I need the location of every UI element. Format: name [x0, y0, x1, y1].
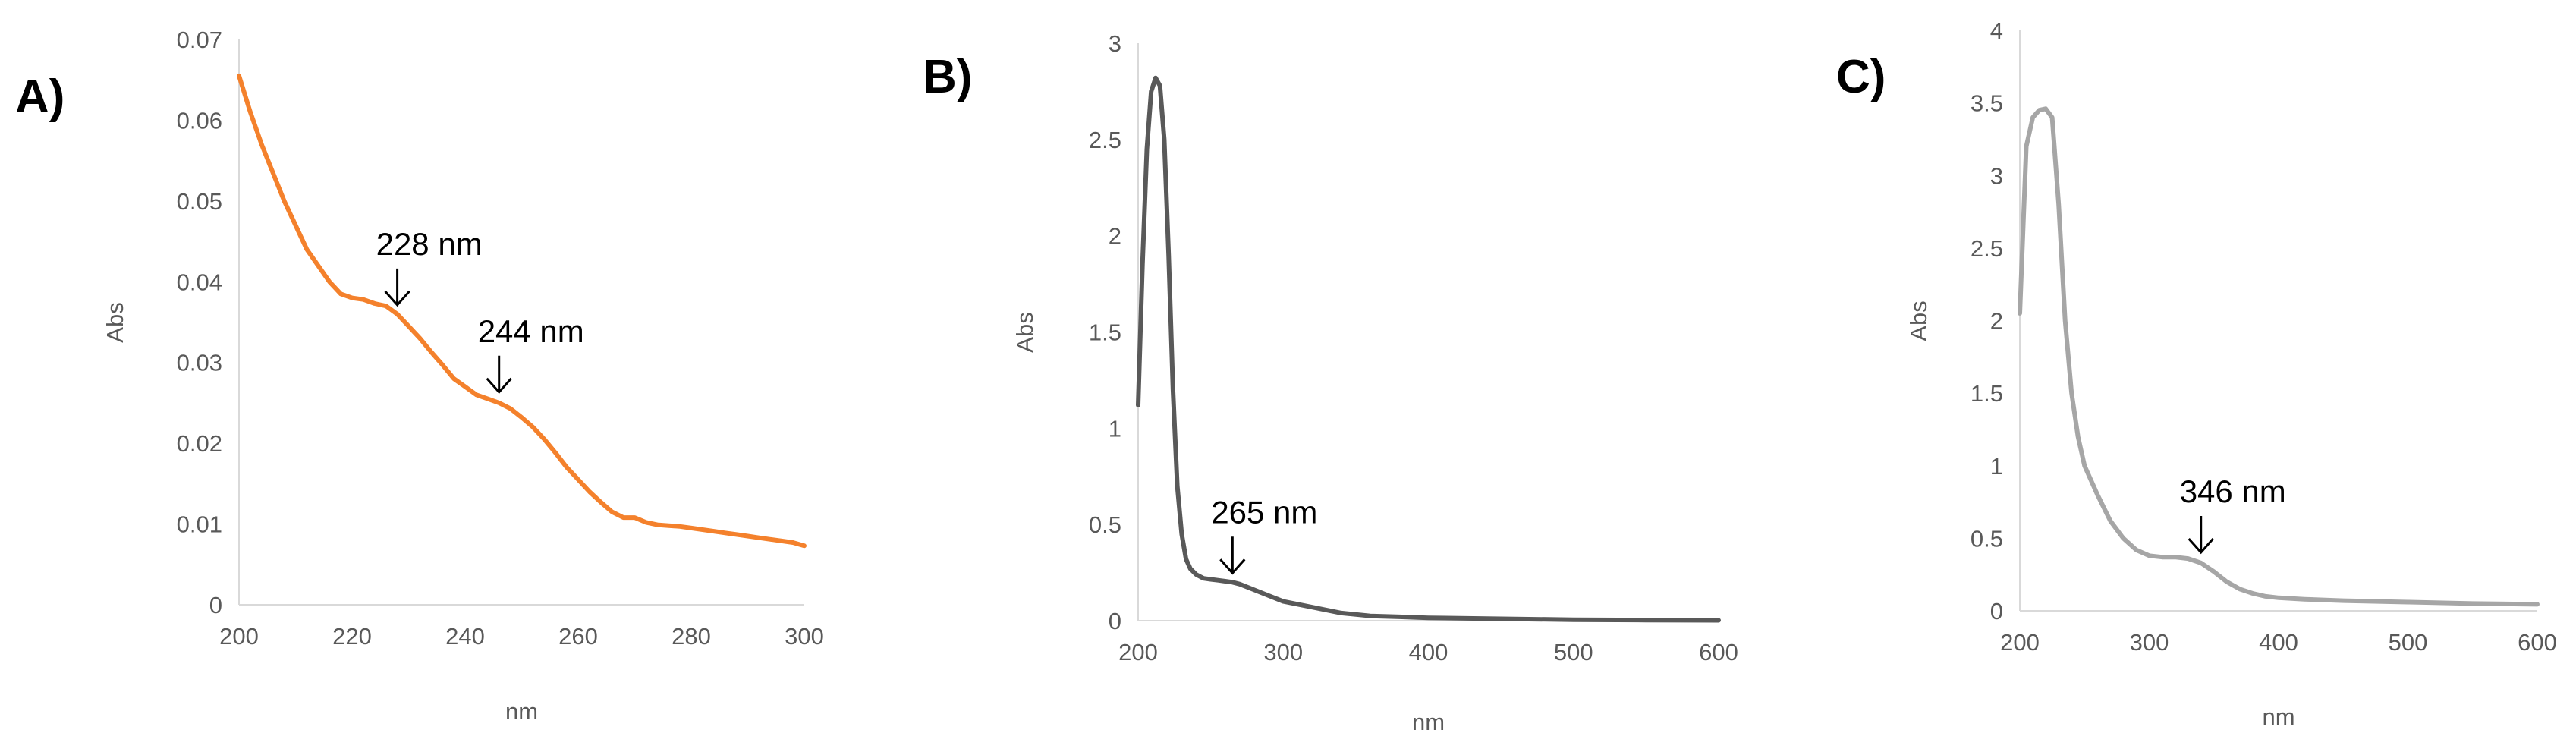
x-tick-label: 200 — [219, 623, 259, 650]
x-tick-label: 600 — [1699, 639, 1738, 665]
y-tick-label: 0.06 — [177, 107, 222, 134]
panel-label-a: A) — [15, 71, 64, 123]
x-tick-label: 300 — [785, 623, 824, 650]
y-axis-title-a: Abs — [102, 302, 128, 342]
y-axis-title-c: Abs — [1905, 300, 1932, 341]
series-line-a — [237, 73, 807, 549]
y-tick-label: 1 — [1109, 415, 1121, 442]
y-tick-label: 0.03 — [177, 350, 222, 376]
y-tick-label: 0 — [1990, 598, 2003, 624]
panel-label-c: C) — [1836, 51, 1886, 103]
y-tick-label: 0.07 — [177, 27, 222, 53]
x-tick-label: 400 — [1409, 639, 1448, 665]
y-tick-label: 2.5 — [1971, 235, 2003, 262]
x-tick-label: 600 — [2518, 629, 2557, 656]
y-tick-label: 3 — [1109, 30, 1121, 57]
chart-panel-c: C) 0 0.5 1 1.5 2 2.5 3 3.5 4 200 300 400 500 600 nm Abs 3… — [1836, 17, 2557, 730]
x-tick-label: 300 — [2130, 629, 2169, 656]
y-tick-label: 0 — [1109, 608, 1121, 634]
x-tick-label: 500 — [2389, 629, 2428, 656]
y-tick-label: 3.5 — [1971, 90, 2003, 117]
series-line-b — [1136, 75, 1721, 623]
x-tick-label: 260 — [558, 623, 598, 650]
y-axis-title-b: Abs — [1011, 312, 1038, 352]
annotation-label: 346 nm — [2180, 473, 2286, 509]
y-tick-label: 0.5 — [1089, 511, 1121, 538]
annotation-label: 228 nm — [376, 226, 483, 262]
annotation-label: 265 nm — [1211, 494, 1317, 530]
y-tick-label: 0.05 — [177, 188, 222, 215]
x-tick-label: 280 — [672, 623, 711, 650]
x-tick-label: 240 — [445, 623, 485, 650]
y-tick-label: 0 — [209, 592, 222, 618]
x-tick-label: 220 — [332, 623, 372, 650]
y-tick-label: 2.5 — [1089, 127, 1121, 153]
y-tick-label: 0.04 — [177, 269, 222, 295]
x-tick-label: 500 — [1554, 639, 1593, 665]
panel-label-b: B) — [923, 51, 972, 103]
y-tick-label: 0.02 — [177, 430, 222, 457]
x-tick-label: 400 — [2259, 629, 2298, 656]
y-tick-label: 4 — [1990, 17, 2003, 44]
x-axis-title-c: nm — [2262, 703, 2294, 730]
x-tick-label: 200 — [1118, 639, 1158, 665]
annotation-arrow — [1219, 536, 1246, 575]
x-tick-label: 200 — [2000, 629, 2040, 656]
annotation-arrow — [384, 268, 410, 307]
y-tick-label: 1.5 — [1971, 380, 2003, 407]
x-axis-title-b: nm — [1412, 709, 1445, 735]
annotation-arrow — [2188, 515, 2214, 555]
chart-panel-a: A) 0 0.01 0.02 0.03 0.04 0.05 0.06 0.07 200 220 240… — [15, 27, 824, 725]
y-tick-label: 0.5 — [1971, 525, 2003, 552]
annotation-arrow — [486, 355, 512, 395]
x-axis-title-a: nm — [505, 698, 538, 725]
x-tick-label: 300 — [1263, 639, 1303, 665]
y-tick-label: 0.01 — [177, 511, 222, 538]
y-tick-label: 1 — [1990, 453, 2003, 480]
annotation-label: 244 nm — [478, 313, 584, 349]
y-tick-label: 1.5 — [1089, 319, 1121, 346]
y-tick-label: 3 — [1990, 162, 2003, 189]
y-tick-label: 2 — [1990, 308, 2003, 335]
chart-panel-b: B) 0 0.5 1 1.5 2 2.5 3 200 300 400 500 600 nm Abs 265 n… — [923, 30, 1738, 735]
series-line-c — [2018, 106, 2540, 607]
y-tick-label: 2 — [1109, 223, 1121, 250]
